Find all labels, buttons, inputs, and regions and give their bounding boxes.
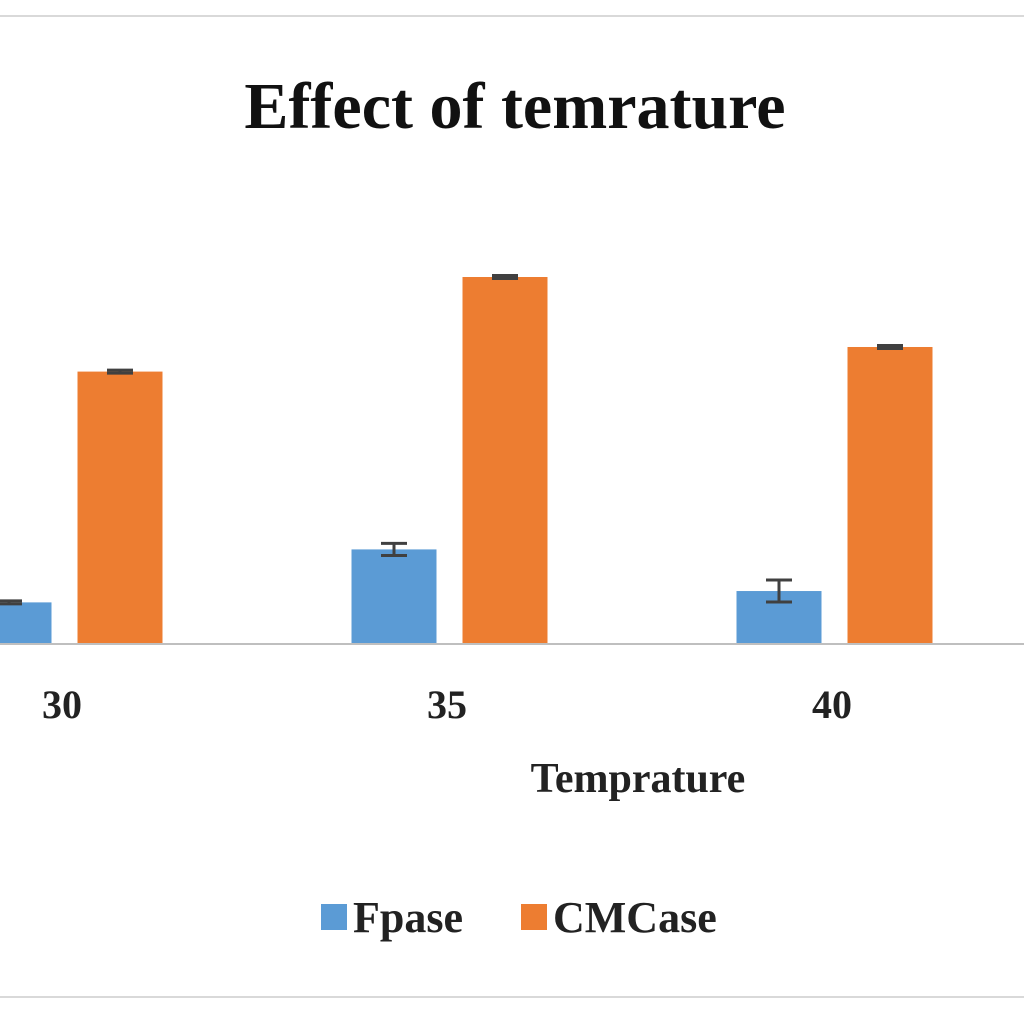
bars-layer — [0, 277, 933, 644]
chart-title: Effect of temrature — [244, 70, 785, 143]
bar-fpase-35 — [351, 549, 437, 644]
error-bars-layer — [0, 273, 903, 606]
x-axis-title: Temprature — [531, 756, 746, 802]
bar-cmcase-30 — [77, 371, 163, 644]
x-tick-labels: 30 35 40 — [42, 682, 852, 727]
error-bar-cmcase-30 — [107, 368, 133, 375]
legend-label-cmcase: CMCase — [553, 893, 717, 942]
bar-cmcase-35 — [462, 277, 548, 644]
error-bar-cmcase-40 — [877, 343, 903, 351]
error-bar-fpase-35 — [381, 541, 407, 557]
x-tick-label-35: 35 — [427, 682, 467, 727]
bar-cmcase-40 — [847, 346, 933, 644]
x-tick-label-30: 30 — [42, 682, 82, 727]
legend-item-fpase: Fpase — [321, 893, 463, 942]
error-bar-cmcase-35 — [492, 273, 518, 281]
legend-swatch-cmcase — [521, 904, 547, 930]
legend-item-cmcase: CMCase — [521, 893, 717, 942]
legend-swatch-fpase — [321, 904, 347, 930]
legend: Fpase CMCase — [321, 893, 717, 942]
legend-label-fpase: Fpase — [353, 893, 463, 942]
x-tick-label-40: 40 — [812, 682, 852, 727]
bar-fpase-30 — [0, 602, 52, 644]
error-bar-fpase-40 — [766, 578, 792, 604]
error-bar-fpase-30 — [0, 599, 22, 606]
